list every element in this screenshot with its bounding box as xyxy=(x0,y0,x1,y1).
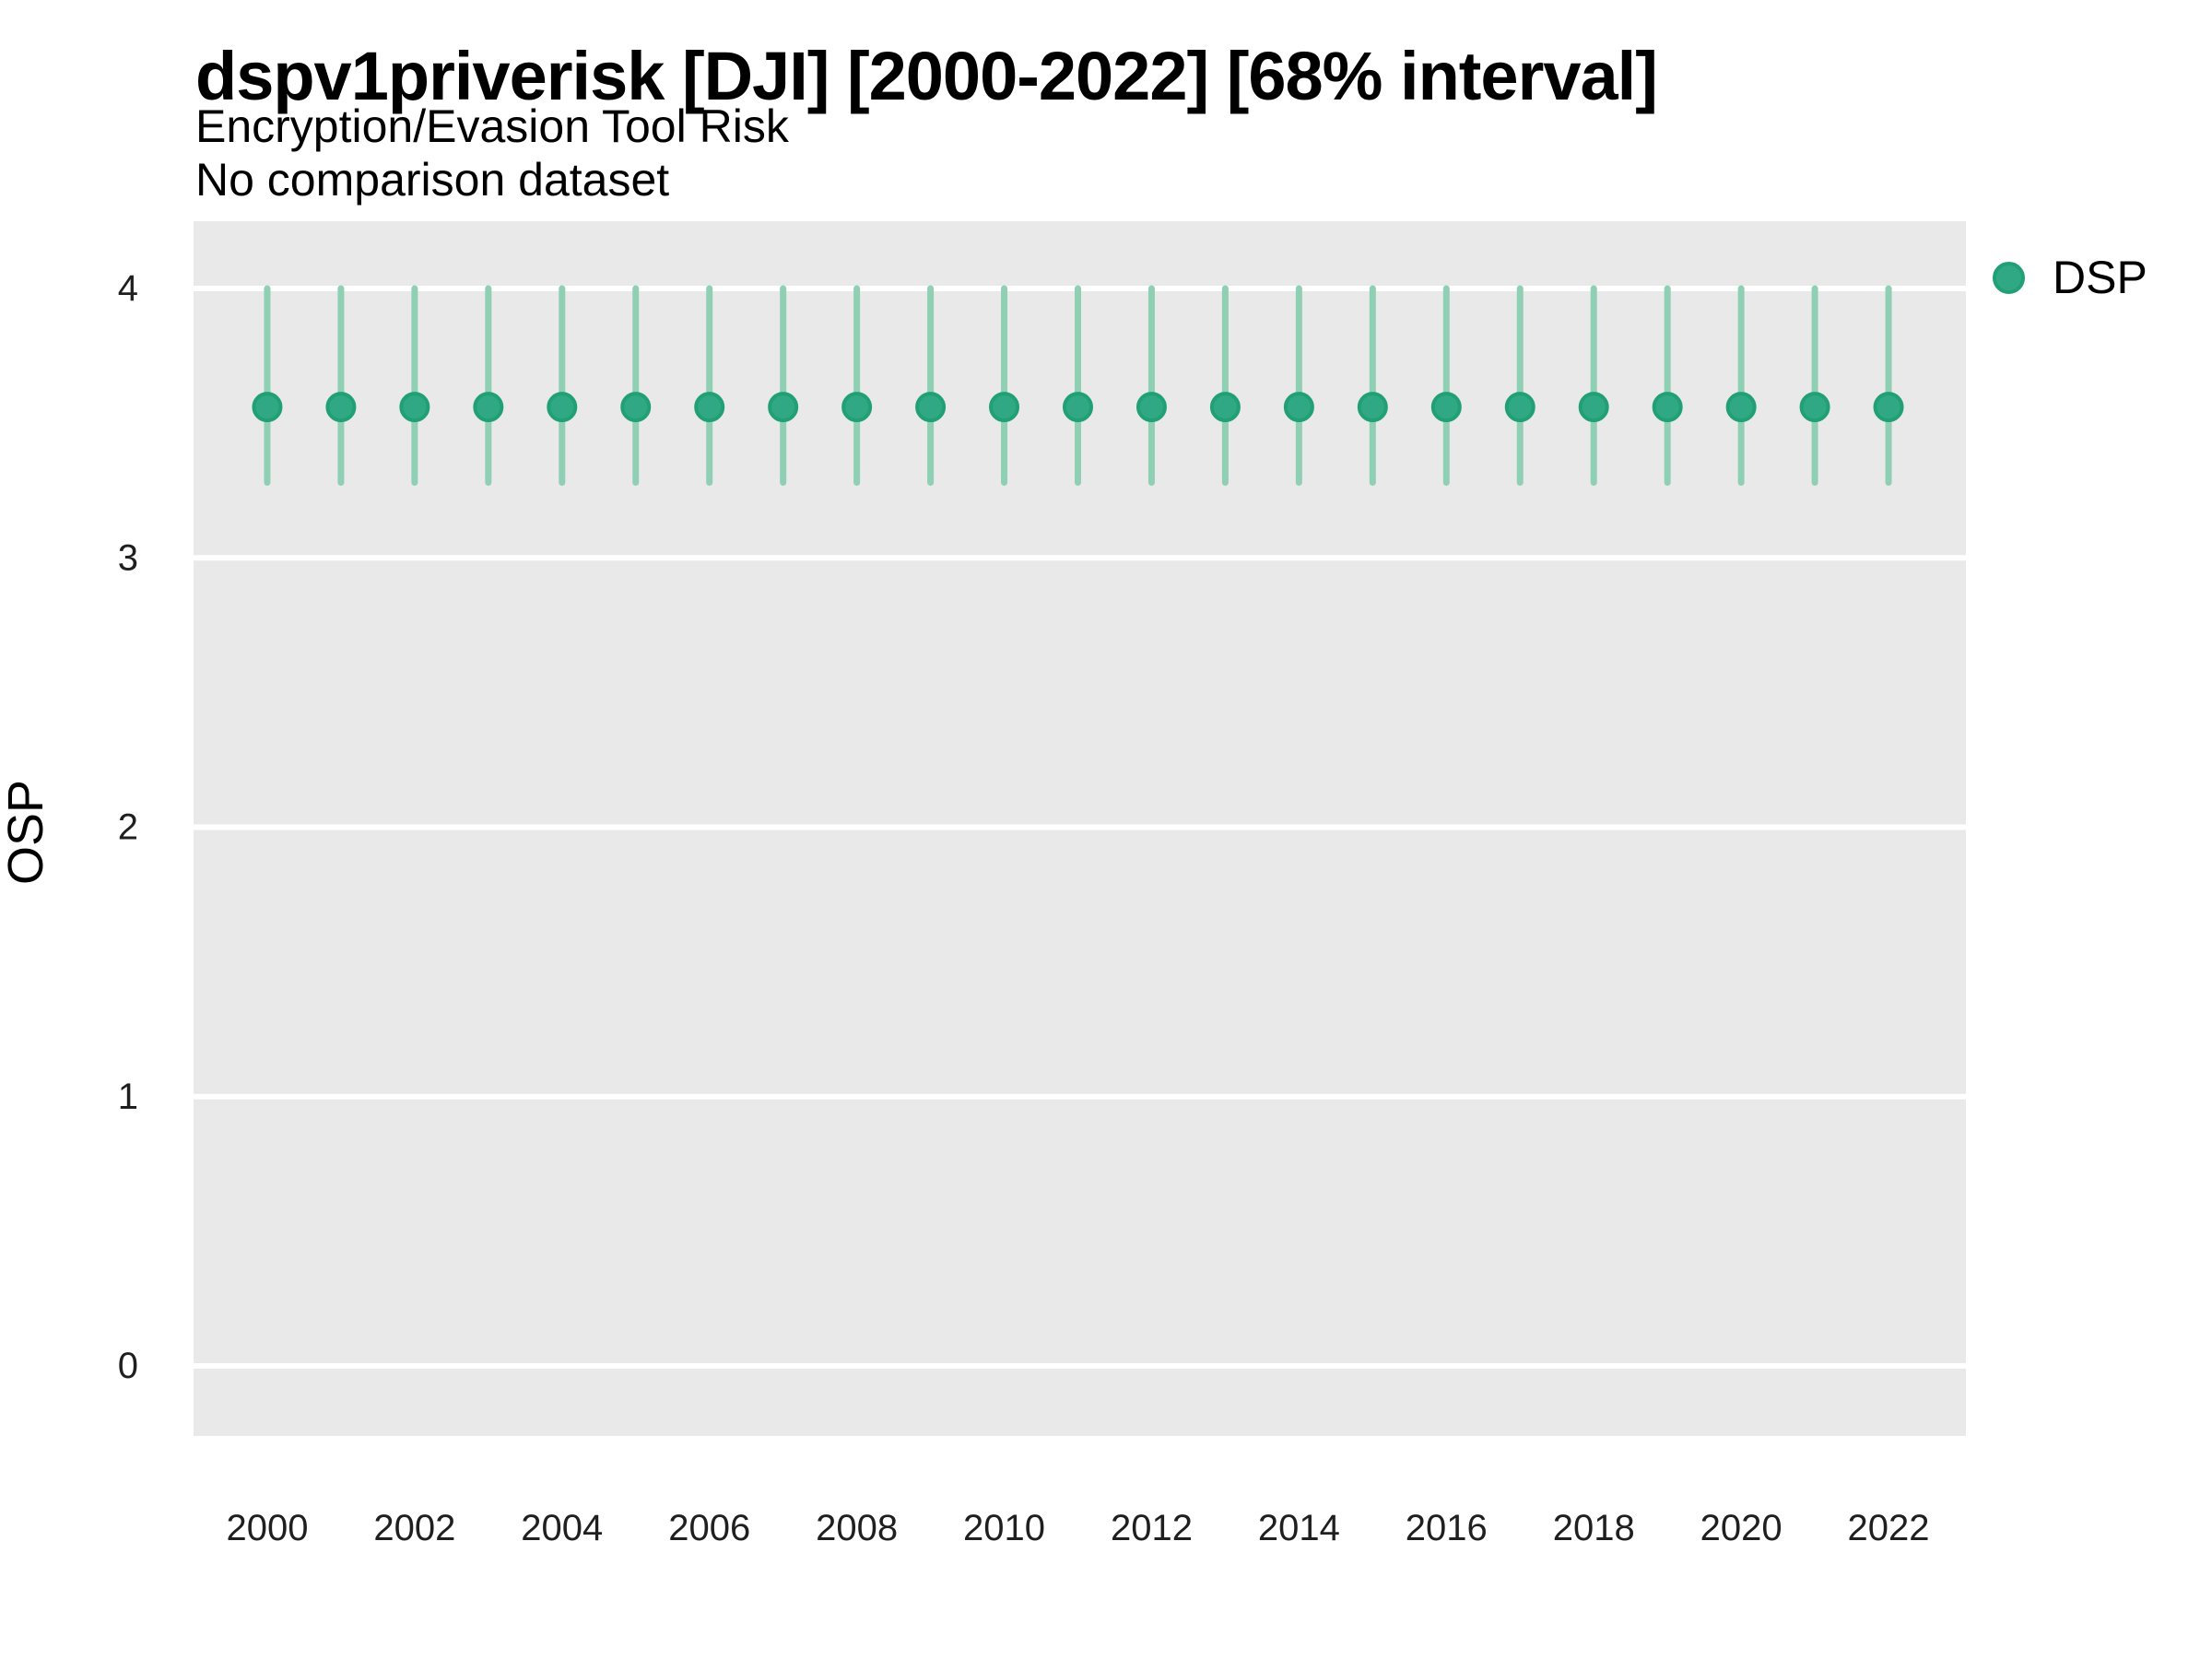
point-2004 xyxy=(547,392,578,423)
x-tick-label-2006: 2006 xyxy=(668,1508,750,1548)
y-tick-label-0: 0 xyxy=(118,1346,138,1386)
legend-item-label: DSP xyxy=(2053,252,2147,303)
point-2000 xyxy=(252,392,283,423)
point-2010 xyxy=(989,392,1020,423)
point-2009 xyxy=(915,392,947,423)
x-tick-label-2008: 2008 xyxy=(816,1508,898,1548)
point-2022 xyxy=(1873,392,1904,423)
y-tick-label-3: 3 xyxy=(118,537,138,578)
point-2011 xyxy=(1063,392,1094,423)
x-tick-label-2016: 2016 xyxy=(1406,1508,1488,1548)
x-tick-label-2014: 2014 xyxy=(1258,1508,1340,1548)
chart-note: No comparison dataset xyxy=(195,154,670,206)
point-2020 xyxy=(1725,392,1757,423)
point-2008 xyxy=(841,392,873,423)
y-tick-label-4: 4 xyxy=(118,268,138,309)
chart-subtitle: Encryption/Evasion Tool Risk xyxy=(195,100,789,152)
point-2003 xyxy=(473,392,504,423)
x-tick-label-2012: 2012 xyxy=(1111,1508,1193,1548)
point-2013 xyxy=(1209,392,1241,423)
point-2018 xyxy=(1578,392,1609,423)
point-2017 xyxy=(1504,392,1535,423)
y-tick-label-2: 2 xyxy=(118,807,138,848)
point-2019 xyxy=(1652,392,1683,423)
point-2005 xyxy=(620,392,652,423)
legend: DSP xyxy=(1993,254,2147,300)
x-tick-label-2018: 2018 xyxy=(1553,1508,1635,1548)
point-2007 xyxy=(768,392,799,423)
point-2002 xyxy=(399,392,430,423)
x-tick-label-2000: 2000 xyxy=(226,1508,308,1548)
y-tick-label-1: 1 xyxy=(118,1077,138,1117)
point-2001 xyxy=(325,392,357,423)
point-2006 xyxy=(694,392,725,423)
x-tick-label-2022: 2022 xyxy=(1848,1508,1930,1548)
x-tick-label-2002: 2002 xyxy=(373,1508,455,1548)
point-2014 xyxy=(1283,392,1314,423)
point-2015 xyxy=(1357,392,1388,423)
x-tick-label-2020: 2020 xyxy=(1700,1508,1783,1548)
point-2021 xyxy=(1799,392,1830,423)
chart-title: dspv1priverisk [DJI] [2000-2022] [68% in… xyxy=(195,38,1658,114)
legend-dot-icon xyxy=(1993,261,2025,294)
x-tick-label-2010: 2010 xyxy=(963,1508,1045,1548)
point-2016 xyxy=(1430,392,1462,423)
point-2012 xyxy=(1135,392,1167,423)
x-tick-label-2004: 2004 xyxy=(521,1508,603,1548)
